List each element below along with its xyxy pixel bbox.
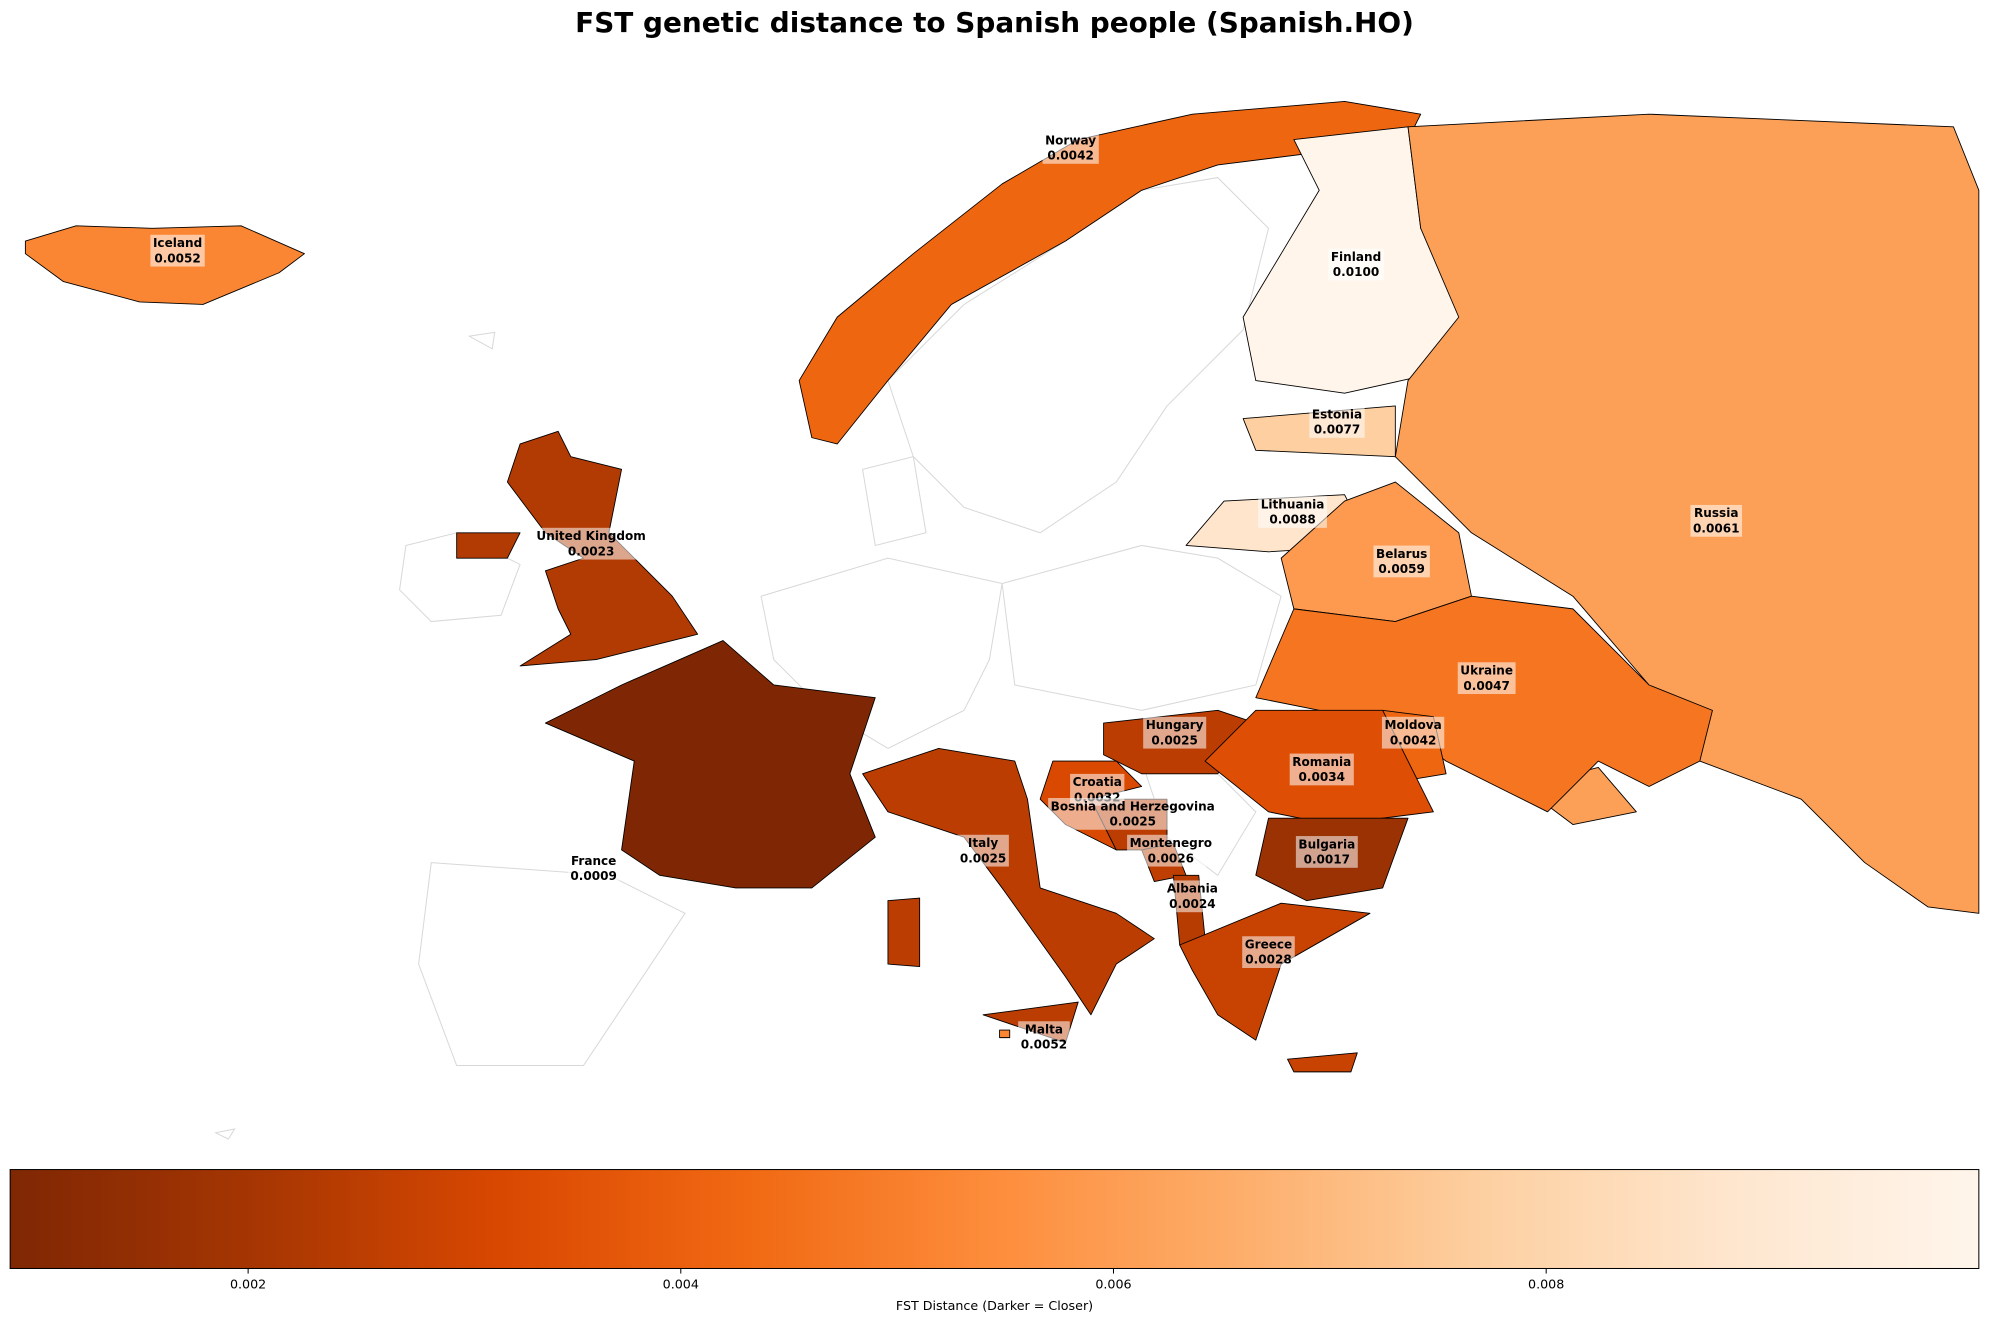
- country-value: 0.0088: [1269, 513, 1315, 527]
- country-value: 0.0025: [1151, 733, 1198, 747]
- country-value: 0.0034: [1299, 770, 1346, 784]
- background-countries: [214, 177, 1282, 1140]
- country-value: 0.0059: [1378, 562, 1425, 576]
- country: [1179, 902, 1371, 1041]
- country: [1287, 1052, 1358, 1073]
- colorbar-tick-label: 0.006: [1095, 1276, 1131, 1291]
- country: [1394, 113, 1980, 914]
- country-name: Montenegro: [1130, 836, 1212, 850]
- country-name: Hungary: [1146, 718, 1204, 732]
- country-name: Russia: [1694, 506, 1738, 520]
- label-box: [1127, 834, 1215, 867]
- country-name: France: [571, 854, 616, 868]
- country-name: Albania: [1167, 882, 1218, 896]
- label-box: [1143, 716, 1207, 749]
- country-name: Bulgaria: [1298, 837, 1355, 851]
- colorbar: [9, 1169, 1980, 1269]
- label-box: [1258, 496, 1327, 528]
- label-box: [1042, 132, 1099, 164]
- country-name: Ukraine: [1460, 664, 1513, 678]
- country-value: 0.0017: [1304, 853, 1351, 867]
- country-value: 0.0061: [1693, 521, 1739, 535]
- country-name: Italy: [968, 836, 998, 850]
- country-value: 0.0047: [1463, 679, 1509, 693]
- label-box: [567, 852, 620, 885]
- label-box: [1309, 406, 1365, 438]
- country-name: Finland: [1331, 250, 1381, 264]
- label-box: [533, 527, 649, 560]
- label-box: [1048, 797, 1218, 830]
- colorbar-tick-label: 0.004: [663, 1276, 699, 1291]
- country-value: 0.0026: [1148, 851, 1195, 865]
- country-name: Greece: [1245, 938, 1292, 952]
- country-name: Estonia: [1312, 407, 1362, 421]
- country-name: Lithuania: [1261, 497, 1325, 511]
- country-value: 0.0024: [1169, 897, 1216, 911]
- colorbar-label: FST Distance (Darker = Closer): [896, 1298, 1093, 1313]
- country-value: 0.0025: [1110, 814, 1157, 828]
- label-box: [1018, 1021, 1070, 1054]
- label-box: [1373, 545, 1430, 578]
- label-box: [1690, 504, 1743, 537]
- label-box: [1457, 662, 1516, 695]
- country: [999, 1029, 1011, 1039]
- country-name: Malta: [1025, 1023, 1063, 1037]
- country-name: Romania: [1292, 755, 1351, 769]
- label-box: [1289, 753, 1354, 786]
- country-value: 0.0023: [568, 544, 614, 558]
- country-value: 0.0100: [1333, 265, 1380, 279]
- country: [545, 640, 876, 889]
- country-name: Moldova: [1384, 718, 1441, 732]
- label-box: [150, 234, 205, 267]
- country-value: 0.0028: [1245, 953, 1292, 967]
- country-value: 0.0052: [1021, 1038, 1068, 1052]
- colorbar-tick-label: 0.008: [1528, 1276, 1564, 1291]
- country-value: 0.0042: [1390, 733, 1437, 747]
- label-box: [1381, 716, 1445, 749]
- country: [456, 532, 521, 559]
- country-value: 0.0042: [1047, 149, 1094, 163]
- country-name: Croatia: [1073, 775, 1122, 789]
- country-value: 0.0025: [960, 851, 1007, 865]
- country-name: Bosnia and Herzegovina: [1051, 799, 1215, 813]
- country: [887, 897, 921, 968]
- country-value: 0.0052: [154, 251, 201, 265]
- country-name: United Kingdom: [536, 529, 645, 543]
- colorbar-tick-label: 0.002: [230, 1276, 266, 1291]
- country-value: 0.0077: [1314, 423, 1361, 437]
- label-box: [1295, 836, 1358, 868]
- label-box: [1164, 880, 1221, 913]
- label-box: [957, 834, 1009, 867]
- country-name: Belarus: [1376, 547, 1427, 561]
- country-value: 0.0009: [570, 869, 617, 883]
- country-name: Norway: [1045, 133, 1096, 147]
- label-box: [1242, 936, 1295, 969]
- country-name: Iceland: [153, 236, 202, 250]
- label-box: [1328, 248, 1384, 281]
- map-title: FST genetic distance to Spanish people (…: [575, 6, 1414, 39]
